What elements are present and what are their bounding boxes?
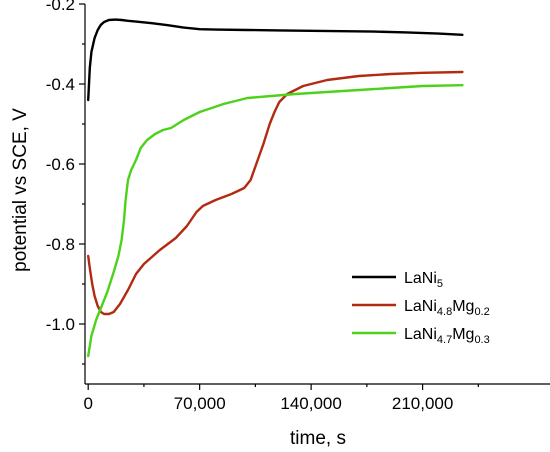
legend-label-part: LaNi: [404, 326, 437, 343]
x-tick-label: 0: [83, 394, 92, 413]
legend-label-part: 4.7: [437, 334, 452, 346]
x-ticks: 0 70,000 140,000 210,000: [83, 384, 479, 413]
y-tick-label: -1.0: [46, 315, 75, 334]
series-line-1: [87, 18, 464, 102]
legend-label-part: Mg: [452, 298, 474, 315]
legend-label-part: 0.2: [474, 306, 489, 318]
series-line-2: [87, 70, 464, 316]
x-tick-label: 140,000: [280, 394, 341, 413]
legend-label-part: 5: [437, 278, 443, 290]
legend-label-part: 4.8: [437, 306, 452, 318]
y-tick-label: -0.6: [46, 155, 75, 174]
legend-label-part: 0.3: [474, 334, 489, 346]
legend-label-part: LaNi: [404, 298, 437, 315]
y-ticks: -0.2 -0.4 -0.6 -0.8 -1.0: [46, 0, 85, 365]
y-tick-label: -0.8: [46, 235, 75, 254]
legend-label-part: LaNi: [404, 270, 437, 287]
plot-area: [84, 4, 550, 385]
legend-label-1: LaNi5: [404, 270, 443, 290]
x-tick-label: 70,000: [174, 394, 226, 413]
y-tick-label: -0.4: [46, 75, 75, 94]
legend-label-2: LaNi4.8Mg0.2: [404, 298, 490, 318]
legend-label-3: LaNi4.7Mg0.3: [404, 326, 490, 346]
series-group: [87, 18, 464, 358]
x-axis-title: time, s: [290, 428, 346, 449]
y-axis-title: potential vs SCE, V: [10, 108, 31, 272]
x-tick-label: 210,000: [392, 394, 453, 413]
y-tick-label: -0.2: [46, 0, 75, 14]
legend-label-part: Mg: [452, 326, 474, 343]
series-line-3: [87, 84, 464, 358]
